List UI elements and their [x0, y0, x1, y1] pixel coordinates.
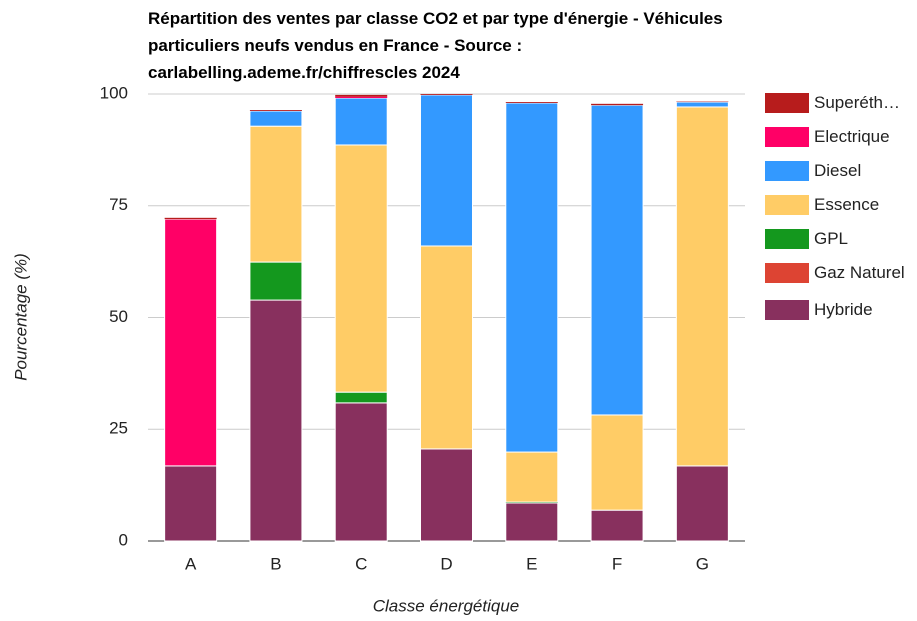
- bar-segment: [675, 101, 729, 108]
- legend-label: Electrique: [814, 127, 890, 146]
- bar-segment: [334, 144, 388, 393]
- bar-segment: [420, 94, 473, 247]
- bar-segment: [249, 261, 303, 301]
- legend-label: Superéth…: [814, 93, 900, 112]
- legend-swatch: [765, 195, 809, 215]
- bar-segment: [334, 402, 388, 542]
- x-tick-label: E: [526, 554, 537, 573]
- bar-segment: [505, 451, 559, 503]
- bar-segment: [249, 110, 302, 111]
- bar-segment: [334, 97, 388, 146]
- legend-label: GPL: [814, 229, 849, 248]
- x-tick-label: A: [185, 554, 197, 573]
- bar-segment: [505, 102, 559, 453]
- y-tick-label: 50: [109, 307, 128, 326]
- y-tick-label: 0: [119, 530, 128, 549]
- bar-segment: [590, 104, 644, 416]
- bar-segment: [505, 502, 559, 542]
- legend-entry: GPL: [765, 229, 915, 249]
- bar-segment: [249, 125, 303, 263]
- legend: Superéth… Electrique Diesel Essence GPL Gaz N…: [765, 93, 915, 334]
- legend-entry: Superéth…: [765, 93, 915, 113]
- y-tick-label: 25: [109, 419, 128, 438]
- bar-segment: [420, 245, 473, 450]
- x-tick-label: F: [612, 554, 622, 573]
- bar-segment: [334, 391, 388, 404]
- legend-swatch: [765, 93, 809, 113]
- legend-label: Diesel: [814, 161, 862, 180]
- chart-title: Répartition des ventes par classe CO2 et…: [148, 9, 723, 82]
- legend-swatch: [765, 127, 809, 147]
- legend-label: Hybride: [814, 300, 873, 319]
- bar-segment: [675, 465, 729, 542]
- legend-swatch: [765, 229, 809, 249]
- x-tick-label: D: [440, 554, 452, 573]
- legend-entry: Essence: [765, 195, 915, 215]
- legend-label: Essence: [814, 195, 880, 214]
- bar-segment: [335, 94, 388, 97]
- legend-entry: Hybride: [765, 300, 915, 320]
- bar-segment: [164, 465, 218, 542]
- legend-label: Gaz Naturel: [814, 263, 905, 282]
- legend-swatch: [765, 300, 809, 320]
- bar-segment: [590, 509, 644, 542]
- bar-segment: [420, 94, 473, 95]
- bar-segment: [590, 414, 644, 511]
- y-tick-label: 100: [100, 83, 128, 102]
- legend-swatch: [765, 263, 809, 283]
- y-tick-label: 75: [109, 195, 128, 214]
- bar-segment: [335, 96, 388, 99]
- bar-segment: [505, 102, 558, 103]
- bar-segment: [591, 103, 644, 106]
- bar-segment: [249, 299, 303, 542]
- legend-entry: Electrique: [765, 127, 915, 147]
- x-tick-label: B: [270, 554, 281, 573]
- bar-segment: [420, 448, 473, 542]
- bar-segment: [164, 217, 217, 220]
- x-axis-title: Classe énergétique: [373, 596, 519, 615]
- legend-entry: Diesel: [765, 161, 915, 181]
- legend-swatch: [765, 161, 809, 181]
- bar-segment: [249, 110, 303, 127]
- x-tick-label: C: [355, 554, 367, 573]
- y-axis-title: Pourcentage (%): [11, 253, 30, 381]
- x-tick-label: G: [696, 554, 709, 573]
- legend-entry: Gaz Naturel: [765, 263, 915, 286]
- bar-segment: [164, 218, 218, 467]
- bar-segment: [675, 106, 729, 467]
